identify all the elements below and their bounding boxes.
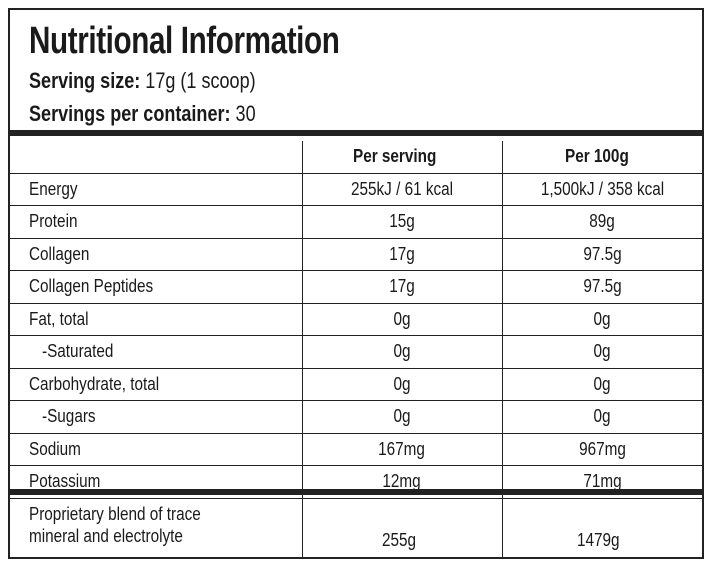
per-100g-value: 0g: [501, 302, 702, 336]
row-label: Energy: [10, 172, 303, 206]
row-label: Protein: [10, 205, 303, 239]
column-header-per-serving: Per serving: [301, 141, 503, 174]
per-100g-value: 0g: [501, 400, 702, 434]
serving-size: Serving size: 17g (1 scoop): [29, 68, 256, 94]
table-row: Collagen 17g 97.5g: [10, 237, 702, 271]
per-serving-value: 0g: [301, 302, 503, 336]
per-serving-value: 0g: [301, 400, 503, 434]
row-label: Sodium: [10, 432, 303, 466]
serving-size-value: 17g (1 scoop): [145, 68, 256, 93]
per-100g-value: 0g: [501, 335, 702, 369]
row-label: Collagen: [10, 237, 303, 271]
table-row: Sodium 167mg 967mg: [10, 432, 702, 466]
per-100g-value: 89g: [501, 205, 702, 239]
per-serving-value: 0g: [301, 367, 503, 401]
table-row: Fat, total 0g 0g: [10, 302, 702, 336]
column-header-nutrient: [10, 141, 303, 174]
nutrition-header: Nutritional Information Serving size: 17…: [10, 10, 702, 136]
table-header-row: Per serving Per 100g: [10, 141, 702, 174]
per-serving-value: 15g: [301, 205, 503, 239]
per-100g-value: 97.5g: [501, 270, 702, 304]
table-row: -Sugars 0g 0g: [10, 400, 702, 434]
blend-per-serving-value: 255g: [301, 497, 502, 557]
per-serving-value: 17g: [301, 237, 503, 271]
servings-value: 30: [235, 101, 256, 126]
row-label: Fat, total: [10, 302, 303, 336]
blend-table: Proprietary blend of trace mineral and e…: [10, 497, 702, 557]
table-row: -Saturated 0g 0g: [10, 335, 702, 369]
per-100g-value: 1,500kJ / 358 kcal: [501, 172, 702, 206]
table-row: Collagen Peptides 17g 97.5g: [10, 270, 702, 304]
table-row: Energy 255kJ / 61 kcal 1,500kJ / 358 kca…: [10, 172, 702, 206]
per-serving-value: 255kJ / 61 kcal: [301, 172, 503, 206]
table-row: Carbohydrate, total 0g 0g: [10, 367, 702, 401]
blend-label: Proprietary blend of trace mineral and e…: [29, 504, 201, 546]
row-label: Carbohydrate, total: [10, 367, 303, 401]
row-label: -Saturated: [10, 335, 303, 369]
page-title: Nutritional Information: [29, 20, 340, 62]
section-divider: [10, 489, 702, 495]
blend-per-100g-value: 1479g: [501, 497, 702, 557]
row-label: Collagen Peptides: [10, 270, 303, 304]
serving-size-label: Serving size:: [29, 68, 141, 93]
row-label: -Sugars: [10, 400, 303, 434]
table-row: Proprietary blend of trace mineral and e…: [10, 497, 702, 557]
nutrition-table: Per serving Per 100g Energy 255kJ / 61 k…: [10, 141, 702, 499]
per-serving-value: 167mg: [301, 432, 503, 466]
column-header-per-100g: Per 100g: [501, 141, 702, 174]
table-row: Protein 15g 89g: [10, 205, 702, 239]
per-serving-value: 17g: [301, 270, 503, 304]
servings-label: Servings per container:: [29, 101, 231, 126]
nutrition-panel: Nutritional Information Serving size: 17…: [8, 8, 704, 559]
per-100g-value: 97.5g: [501, 237, 702, 271]
per-serving-value: 0g: [301, 335, 503, 369]
per-100g-value: 967mg: [501, 432, 702, 466]
per-100g-value: 0g: [501, 367, 702, 401]
servings-per-container: Servings per container: 30: [29, 101, 256, 127]
